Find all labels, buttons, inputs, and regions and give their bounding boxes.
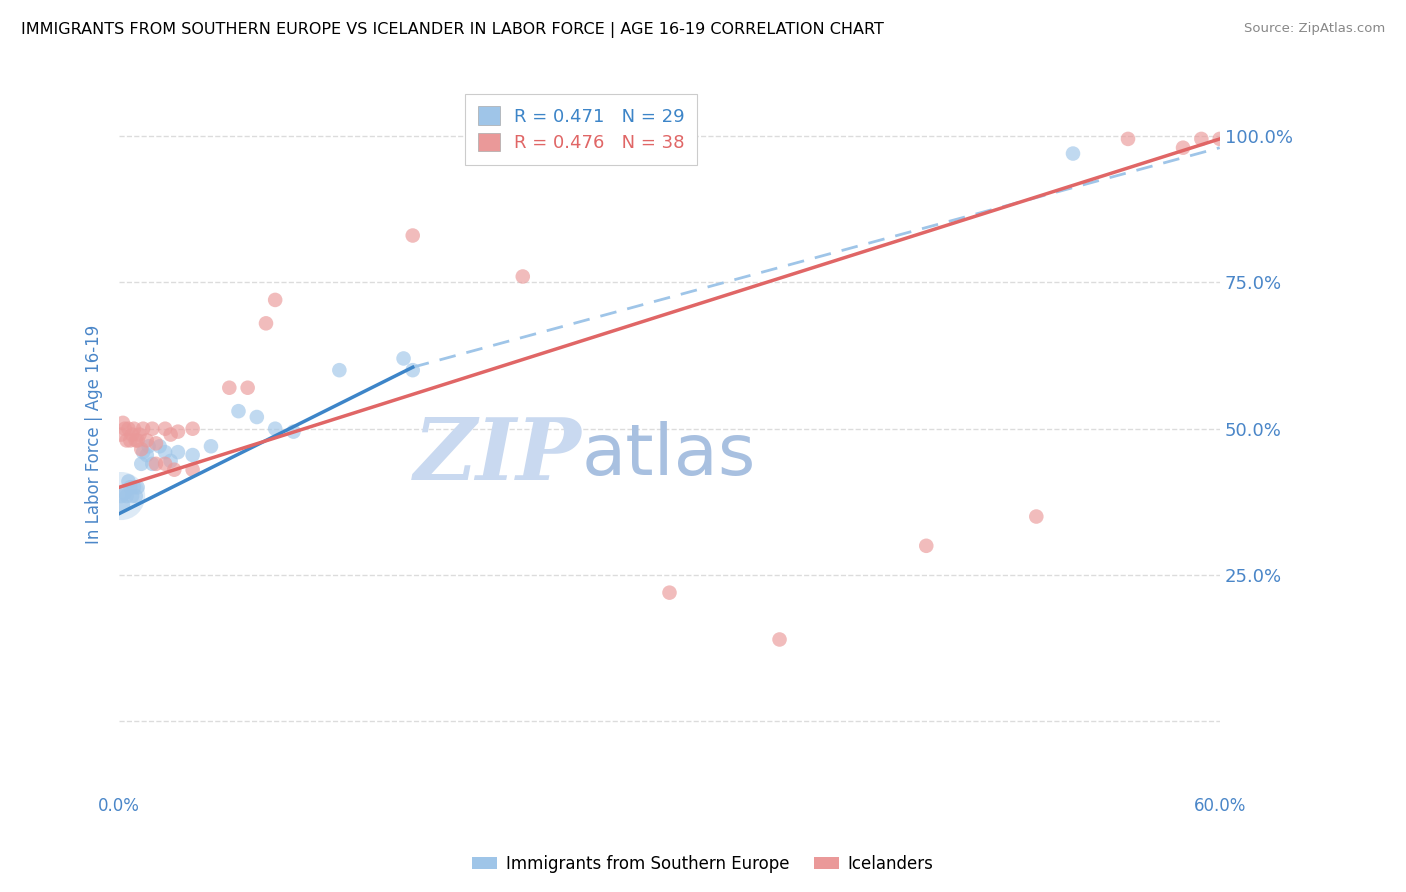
Point bbox=[122, 480, 145, 494]
Point bbox=[264, 422, 287, 436]
Point bbox=[117, 422, 139, 436]
Point bbox=[218, 381, 240, 395]
Point bbox=[120, 434, 142, 448]
Text: atlas: atlas bbox=[582, 422, 756, 491]
Point bbox=[181, 463, 204, 477]
Point bbox=[163, 463, 186, 477]
Point bbox=[768, 632, 790, 647]
Point bbox=[135, 434, 157, 448]
Point bbox=[658, 585, 681, 599]
Point bbox=[236, 381, 259, 395]
Point bbox=[167, 425, 190, 439]
Point bbox=[135, 448, 157, 462]
Point bbox=[127, 434, 149, 448]
Point bbox=[129, 457, 152, 471]
Point bbox=[122, 422, 145, 436]
Point bbox=[402, 363, 425, 377]
Point bbox=[132, 422, 155, 436]
Point bbox=[121, 489, 143, 503]
Point bbox=[138, 439, 160, 453]
Point bbox=[129, 442, 152, 457]
Point bbox=[1209, 132, 1232, 146]
Point bbox=[915, 539, 938, 553]
Point bbox=[149, 439, 172, 453]
Point bbox=[1025, 509, 1047, 524]
Point bbox=[110, 427, 132, 442]
Point bbox=[111, 498, 134, 512]
Point bbox=[141, 422, 163, 436]
Point bbox=[159, 427, 181, 442]
Point bbox=[1189, 132, 1212, 146]
Point bbox=[115, 434, 138, 448]
Point bbox=[125, 489, 148, 503]
Point bbox=[115, 489, 138, 503]
Legend: R = 0.471   N = 29, R = 0.476   N = 38: R = 0.471 N = 29, R = 0.476 N = 38 bbox=[465, 94, 697, 165]
Point bbox=[392, 351, 415, 366]
Point bbox=[402, 228, 425, 243]
Point bbox=[114, 422, 136, 436]
Point bbox=[1062, 146, 1084, 161]
Point bbox=[181, 422, 204, 436]
Point bbox=[132, 445, 155, 459]
Text: ZIP: ZIP bbox=[413, 414, 582, 498]
Point bbox=[145, 436, 167, 450]
Point bbox=[181, 448, 204, 462]
Text: IMMIGRANTS FROM SOUTHERN EUROPE VS ICELANDER IN LABOR FORCE | AGE 16-19 CORRELAT: IMMIGRANTS FROM SOUTHERN EUROPE VS ICELA… bbox=[21, 22, 884, 38]
Point bbox=[114, 486, 136, 500]
Point bbox=[153, 457, 176, 471]
Point bbox=[141, 457, 163, 471]
Point bbox=[328, 363, 350, 377]
Point bbox=[1171, 141, 1194, 155]
Point bbox=[121, 427, 143, 442]
Point bbox=[145, 457, 167, 471]
Point bbox=[283, 425, 305, 439]
Text: Source: ZipAtlas.com: Source: ZipAtlas.com bbox=[1244, 22, 1385, 36]
Point bbox=[159, 454, 181, 468]
Legend: Immigrants from Southern Europe, Icelanders: Immigrants from Southern Europe, Iceland… bbox=[465, 848, 941, 880]
Point bbox=[254, 316, 277, 330]
Point bbox=[110, 489, 132, 503]
Point bbox=[264, 293, 287, 307]
Point bbox=[128, 427, 150, 442]
Point bbox=[117, 475, 139, 489]
Point bbox=[110, 489, 132, 503]
Point bbox=[512, 269, 534, 284]
Point bbox=[111, 416, 134, 430]
Point bbox=[1116, 132, 1139, 146]
Point bbox=[120, 480, 142, 494]
Point bbox=[153, 445, 176, 459]
Y-axis label: In Labor Force | Age 16-19: In Labor Force | Age 16-19 bbox=[86, 325, 103, 544]
Point bbox=[127, 480, 149, 494]
Point bbox=[125, 434, 148, 448]
Point bbox=[167, 445, 190, 459]
Point bbox=[200, 439, 222, 453]
Point bbox=[228, 404, 250, 418]
Point bbox=[153, 422, 176, 436]
Point bbox=[246, 409, 269, 424]
